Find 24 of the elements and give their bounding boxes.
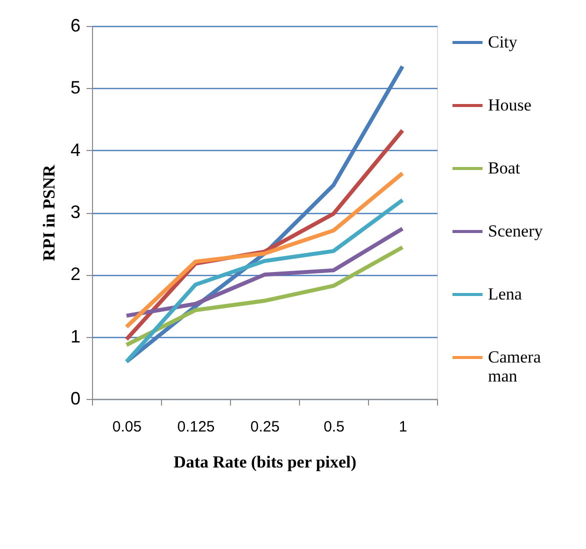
x-tick-label: 0.5: [324, 418, 344, 436]
x-tick-label: 0.125: [177, 418, 215, 436]
y-tick-label: 1: [70, 326, 80, 346]
legend-label: Boat: [488, 158, 520, 178]
legend-label: City: [488, 32, 518, 52]
y-tick-label: 6: [70, 16, 80, 36]
y-tick-label: 5: [70, 78, 80, 98]
line-series: [124, 198, 404, 364]
legend-label: Lena: [488, 284, 522, 304]
x-tick-label: 1: [398, 418, 408, 436]
y-axis-title: RPI in PSNR: [39, 164, 58, 262]
line-series: [124, 245, 404, 347]
y-tick-label: 3: [70, 202, 80, 222]
y-tick-label: 2: [70, 264, 80, 284]
y-tick-label: 0: [70, 388, 80, 408]
x-axis-title: Data Rate (bits per pixel): [174, 452, 356, 472]
line-series: [124, 226, 404, 318]
x-tick-label: 0.05: [112, 418, 142, 436]
legend-label: House: [488, 96, 532, 114]
legend-label: Scenery: [488, 222, 544, 240]
legend-label: Camera man: [488, 348, 542, 386]
x-tick-label: 0.25: [250, 418, 280, 436]
y-tick-label: 4: [70, 140, 80, 160]
line-series: [124, 171, 404, 329]
